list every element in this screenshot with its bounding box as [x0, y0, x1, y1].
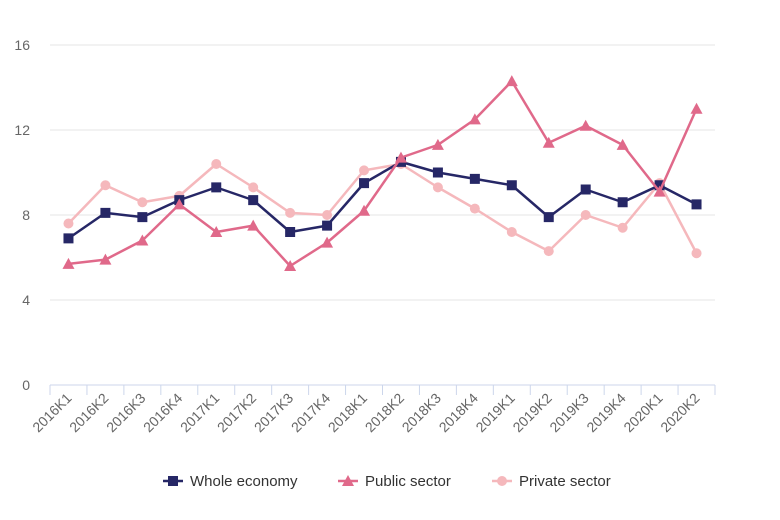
- data-point-whole-economy: [211, 182, 222, 193]
- x-tick-label: 2017K1: [177, 390, 223, 436]
- y-axis-tick-labels: 0 4 8 12 16: [14, 37, 30, 393]
- data-point-whole-economy: [580, 184, 591, 195]
- legend-label: Public sector: [365, 473, 451, 490]
- data-point-public-sector: [616, 138, 629, 150]
- y-tick-label: 8: [22, 207, 30, 223]
- data-point-private-sector: [691, 248, 702, 259]
- grid-lines: [50, 44, 715, 301]
- data-point-whole-economy: [432, 167, 443, 178]
- legend-marker-triangle: [342, 475, 354, 486]
- legend-marker-square: [168, 476, 178, 486]
- data-point-public-sector: [690, 102, 703, 114]
- x-tick-label: 2020K2: [657, 390, 703, 436]
- data-point-private-sector: [432, 182, 443, 193]
- x-tick-label: 2019K1: [472, 390, 518, 436]
- data-point-whole-economy: [359, 178, 370, 189]
- data-point-whole-economy: [322, 220, 333, 231]
- data-point-private-sector: [359, 165, 370, 176]
- data-point-public-sector: [173, 198, 186, 210]
- y-tick-label: 12: [14, 122, 30, 138]
- x-tick-label: 2016K4: [140, 390, 186, 436]
- data-point-public-sector: [136, 234, 149, 246]
- data-point-public-sector: [505, 75, 518, 87]
- data-point-private-sector: [248, 182, 259, 193]
- data-point-public-sector: [321, 236, 334, 248]
- data-point-whole-economy: [654, 180, 665, 191]
- x-tick-label: 2017K4: [288, 390, 334, 436]
- legend-item-private-sector[interactable]: Private sector: [492, 473, 611, 490]
- data-point-public-sector: [542, 136, 555, 148]
- data-point-public-sector: [358, 204, 371, 216]
- data-point-public-sector: [99, 253, 112, 265]
- data-point-private-sector: [211, 159, 222, 169]
- data-point-private-sector: [322, 210, 333, 220]
- data-point-whole-economy: [248, 195, 259, 206]
- x-tick-label: 2017K3: [251, 390, 297, 436]
- data-point-whole-economy: [100, 207, 111, 218]
- data-point-private-sector: [285, 207, 296, 218]
- x-tick-label: 2020K1: [620, 390, 666, 436]
- x-tick-label: 2016K1: [29, 390, 75, 436]
- y-tick-label: 0: [22, 377, 30, 393]
- series-line-private-sector: [67, 162, 698, 254]
- data-point-public-sector: [394, 151, 407, 163]
- data-point-whole-economy: [617, 197, 628, 208]
- data-point-private-sector: [506, 227, 517, 237]
- legend-label: Private sector: [519, 473, 611, 490]
- data-point-whole-economy: [63, 233, 74, 244]
- x-tick-label: 2016K3: [103, 390, 149, 436]
- series-lines: [62, 75, 703, 271]
- legend[interactable]: Whole economy Public sector Private sector: [163, 473, 611, 490]
- legend-label: Whole economy: [190, 473, 298, 490]
- data-point-whole-economy: [543, 212, 554, 223]
- data-point-whole-economy: [691, 199, 702, 210]
- series-whole-economy: [63, 156, 702, 244]
- data-point-public-sector: [431, 138, 444, 150]
- data-point-private-sector: [63, 218, 74, 229]
- x-tick-label: 2018K1: [325, 390, 371, 436]
- data-point-public-sector: [62, 257, 75, 269]
- legend-item-whole-economy[interactable]: Whole economy: [163, 473, 298, 490]
- series-line-public-sector: [68, 79, 698, 268]
- x-tick-label: 2017K2: [214, 390, 260, 436]
- data-point-whole-economy: [137, 212, 148, 223]
- data-point-private-sector: [617, 222, 628, 233]
- x-tick-label: 2018K4: [436, 390, 482, 436]
- x-axis: 2016K12016K22016K32016K42017K12017K22017…: [29, 384, 716, 436]
- x-tick-label: 2018K3: [399, 390, 445, 436]
- series-line-whole-economy: [67, 160, 698, 240]
- x-tick-label: 2018K2: [362, 390, 408, 436]
- series-private-sector: [63, 159, 702, 259]
- x-tick-label: 2019K2: [509, 390, 555, 436]
- data-point-private-sector: [469, 203, 480, 214]
- data-point-public-sector: [210, 226, 223, 237]
- data-point-whole-economy: [285, 227, 296, 237]
- data-point-public-sector: [284, 260, 297, 271]
- data-point-private-sector: [543, 246, 554, 257]
- data-point-public-sector: [468, 113, 481, 125]
- data-point-public-sector: [579, 119, 592, 131]
- y-tick-label: 4: [22, 292, 30, 308]
- x-tick-label: 2019K3: [546, 390, 592, 436]
- x-tick-label: 2016K2: [66, 390, 112, 436]
- data-point-whole-economy: [506, 180, 517, 191]
- data-point-private-sector: [137, 197, 148, 208]
- data-point-private-sector: [100, 180, 111, 191]
- data-point-public-sector: [247, 219, 260, 231]
- data-point-public-sector: [653, 185, 666, 197]
- legend-marker-circle: [497, 476, 507, 486]
- y-tick-label: 16: [14, 37, 30, 53]
- data-point-whole-economy: [469, 173, 480, 184]
- data-point-private-sector: [580, 210, 591, 220]
- legend-item-public-sector[interactable]: Public sector: [338, 473, 451, 490]
- x-tick-label: 2019K4: [583, 390, 629, 436]
- series-public-sector: [62, 75, 703, 271]
